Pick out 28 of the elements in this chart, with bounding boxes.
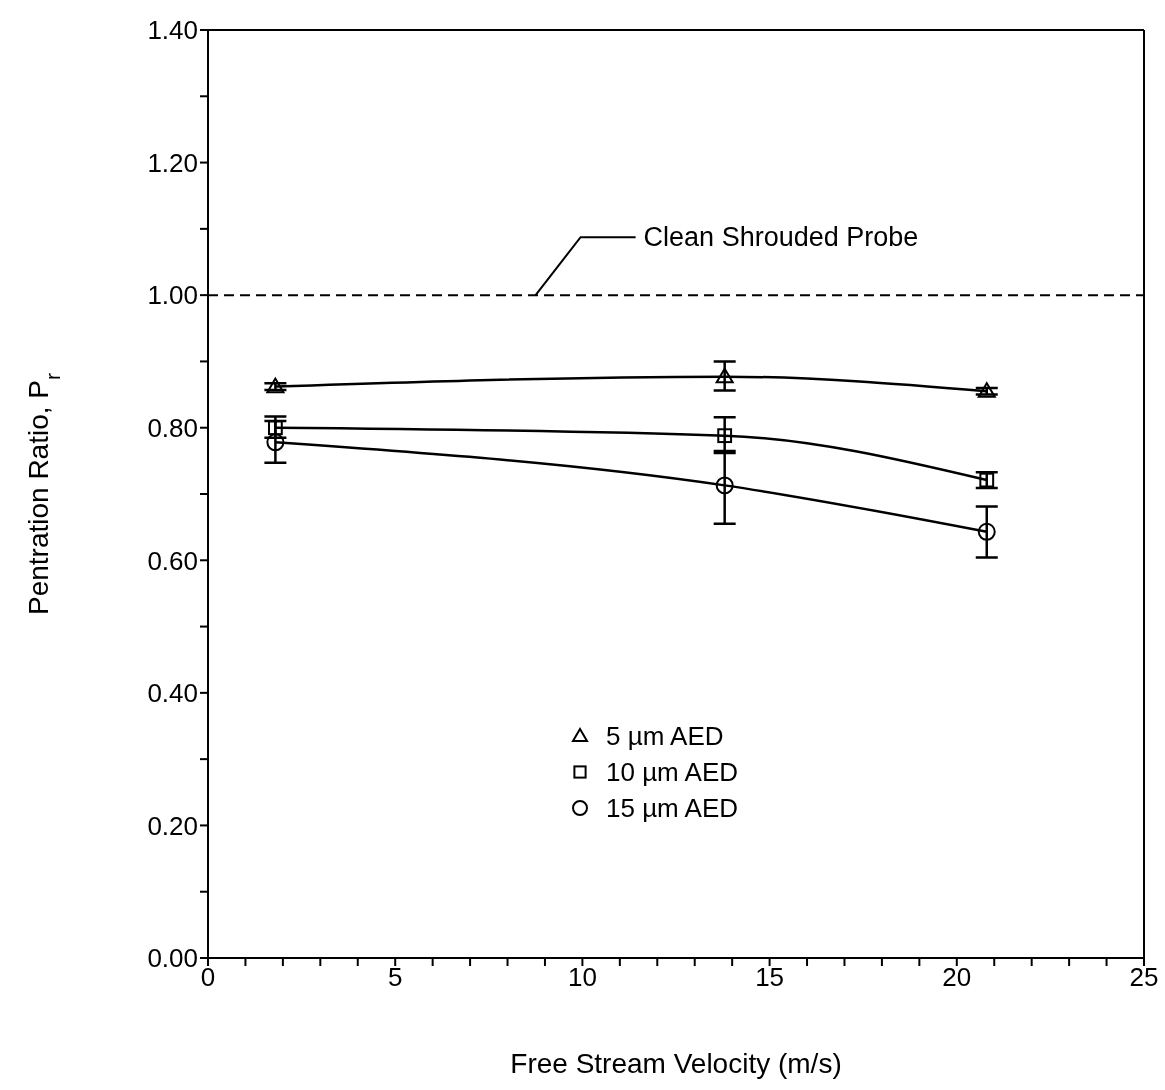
y-tick-label: 0.80 xyxy=(147,412,198,443)
y-tick-label: 0.60 xyxy=(147,545,198,576)
point xyxy=(977,522,996,541)
point xyxy=(266,433,285,452)
x-tick-label: 25 xyxy=(1129,962,1159,993)
y-tick-label: 0.00 xyxy=(147,943,198,974)
x-tick-label: 10 xyxy=(567,962,597,993)
point xyxy=(717,428,733,444)
y-tick-label: 0.40 xyxy=(147,678,198,709)
point xyxy=(266,377,285,394)
legend-label: 15 µm AED xyxy=(606,792,739,824)
x-tick-label: 15 xyxy=(755,962,785,993)
x-tick-label: 20 xyxy=(942,962,972,993)
y-tick-label: 0.20 xyxy=(147,810,198,841)
x-tick-label: 0 xyxy=(200,962,216,993)
x-axis-title: Free Stream Velocity (m/s) xyxy=(510,1048,842,1079)
point xyxy=(977,382,996,398)
point xyxy=(715,476,734,495)
legend-label: 5 µm AED xyxy=(606,720,724,752)
y-tick-label: 1.00 xyxy=(147,280,198,311)
point xyxy=(267,420,283,436)
legend-label: 10 µm AED xyxy=(606,756,739,788)
ref-line-label: Clean Shrouded Probe xyxy=(643,222,919,253)
x-tick-label: 5 xyxy=(387,962,403,993)
point xyxy=(715,367,734,384)
y-tick-label: 1.40 xyxy=(147,15,198,46)
y-tick-label: 1.20 xyxy=(147,147,198,178)
point xyxy=(979,472,995,488)
